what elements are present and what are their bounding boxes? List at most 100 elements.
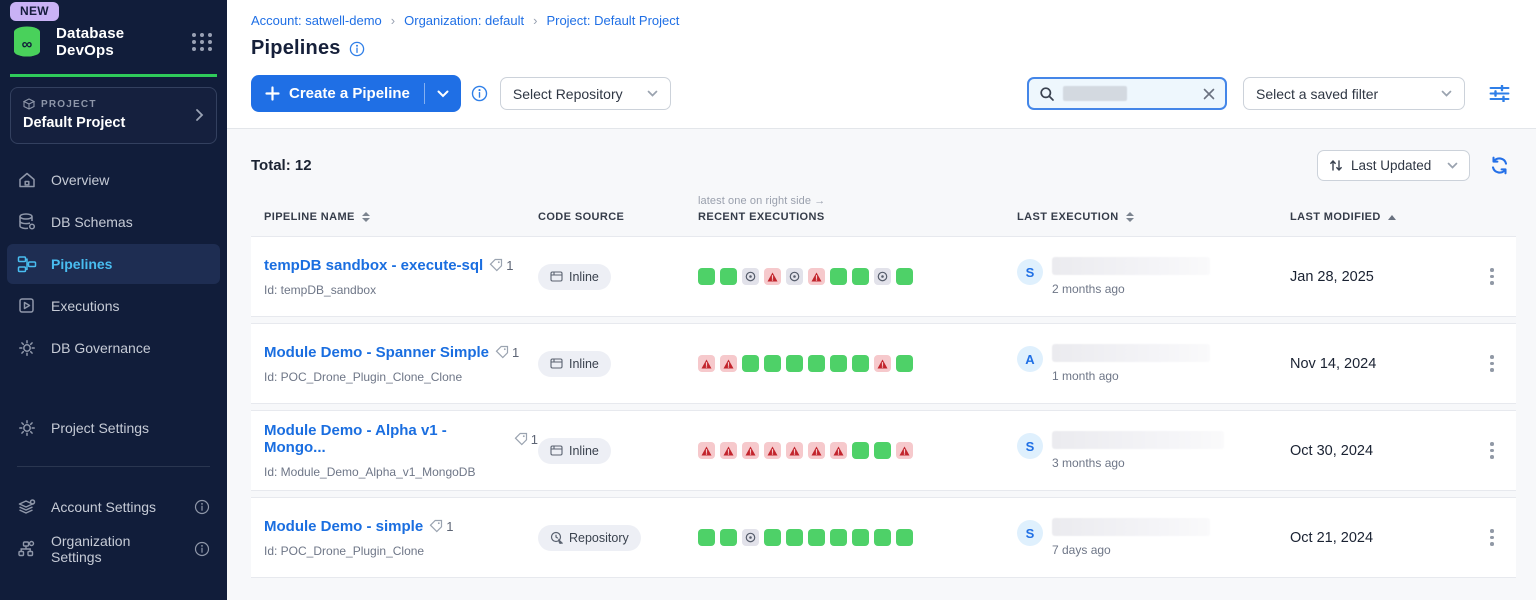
execution-status-success[interactable] bbox=[698, 529, 715, 546]
execution-status-failed[interactable] bbox=[764, 268, 781, 285]
execution-status-success[interactable] bbox=[830, 529, 847, 546]
execution-status-success[interactable] bbox=[764, 529, 781, 546]
execution-status-failed[interactable] bbox=[830, 442, 847, 459]
avatar[interactable]: S bbox=[1017, 433, 1043, 459]
execution-status-skipped[interactable] bbox=[742, 529, 759, 546]
tag-count[interactable]: 1 bbox=[429, 519, 453, 534]
pipeline-id: Id: POC_Drone_Plugin_Clone_Clone bbox=[264, 369, 463, 384]
apps-grid-icon[interactable] bbox=[192, 33, 213, 51]
column-last-modified[interactable]: LAST MODIFIED bbox=[1290, 195, 1468, 223]
execution-status-failed[interactable] bbox=[808, 268, 825, 285]
execution-status-failed[interactable] bbox=[896, 442, 913, 459]
execution-status-success[interactable] bbox=[874, 529, 891, 546]
saved-filter-dropdown[interactable]: Select a saved filter bbox=[1243, 77, 1465, 110]
sidebar-item-db-schemas[interactable]: DB Schemas bbox=[7, 202, 220, 242]
table-row: Module Demo - Spanner Simple 1 Id: POC_D… bbox=[251, 323, 1516, 404]
button-divider bbox=[423, 83, 425, 104]
execution-status-success[interactable] bbox=[786, 355, 803, 372]
last-execution-time: 7 days ago bbox=[1052, 543, 1111, 557]
info-icon[interactable] bbox=[471, 85, 488, 102]
circle-dot-icon bbox=[789, 271, 800, 282]
cube-icon bbox=[23, 98, 35, 110]
execution-status-failed[interactable] bbox=[764, 442, 781, 459]
execution-status-success[interactable] bbox=[852, 529, 869, 546]
execution-status-skipped[interactable] bbox=[874, 268, 891, 285]
row-menu-kebab-icon[interactable] bbox=[1486, 264, 1498, 289]
search-input[interactable] bbox=[1027, 77, 1227, 110]
avatar[interactable]: A bbox=[1017, 346, 1043, 372]
execution-status-failed[interactable] bbox=[742, 442, 759, 459]
project-selector[interactable]: PROJECT Default Project bbox=[10, 87, 217, 144]
avatar[interactable]: S bbox=[1017, 520, 1043, 546]
execution-status-failed[interactable] bbox=[808, 442, 825, 459]
execution-status-success[interactable] bbox=[830, 355, 847, 372]
tag-icon bbox=[514, 432, 527, 446]
sidebar-item-project-settings[interactable]: Project Settings bbox=[7, 408, 220, 448]
clear-search-icon[interactable] bbox=[1203, 88, 1215, 100]
row-menu-kebab-icon[interactable] bbox=[1486, 525, 1498, 550]
execution-status-failed[interactable] bbox=[698, 442, 715, 459]
execution-status-success[interactable] bbox=[742, 355, 759, 372]
breadcrumb-account-link[interactable]: Account: satwell-demo bbox=[251, 13, 382, 28]
sidebar-item-account-settings[interactable]: Account Settings bbox=[7, 487, 220, 527]
pipeline-name-link[interactable]: Module Demo - simple bbox=[264, 517, 424, 535]
info-icon[interactable] bbox=[194, 541, 210, 557]
pipeline-name-link[interactable]: Module Demo - Spanner Simple bbox=[264, 343, 490, 361]
execution-status-skipped[interactable] bbox=[742, 268, 759, 285]
row-menu-kebab-icon[interactable] bbox=[1486, 438, 1498, 463]
execution-status-success[interactable] bbox=[830, 268, 847, 285]
tag-count[interactable]: 1 bbox=[489, 258, 513, 273]
execution-status-success[interactable] bbox=[896, 355, 913, 372]
execution-status-success[interactable] bbox=[896, 268, 913, 285]
execution-status-success[interactable] bbox=[764, 355, 781, 372]
sidebar-item-overview[interactable]: Overview bbox=[7, 160, 220, 200]
filter-settings-icon[interactable] bbox=[1489, 85, 1510, 102]
execution-status-success[interactable] bbox=[852, 355, 869, 372]
create-pipeline-button[interactable]: Create a Pipeline bbox=[251, 75, 461, 112]
column-last-execution[interactable]: LAST EXECUTION bbox=[1017, 195, 1290, 223]
last-execution-time: 2 months ago bbox=[1052, 282, 1125, 296]
inline-icon bbox=[550, 358, 563, 369]
sidebar-item-executions[interactable]: Executions bbox=[7, 286, 220, 326]
breadcrumb-project-link[interactable]: Project: Default Project bbox=[546, 13, 680, 28]
pipeline-name-link[interactable]: tempDB sandbox - execute-sql bbox=[264, 256, 484, 274]
execution-status-failed[interactable] bbox=[786, 442, 803, 459]
column-pipeline-name[interactable]: PIPELINE NAME bbox=[251, 195, 538, 223]
sidebar-item-db-governance[interactable]: DB Governance bbox=[7, 328, 220, 368]
tag-count[interactable]: 1 bbox=[495, 345, 519, 360]
execution-status-failed[interactable] bbox=[720, 442, 737, 459]
pipeline-name-link[interactable]: Module Demo - Alpha v1 - Mongo... bbox=[264, 422, 447, 456]
refresh-icon[interactable] bbox=[1489, 155, 1510, 176]
pipeline-id: Id: tempDB_sandbox bbox=[264, 282, 377, 297]
recent-executions bbox=[698, 529, 1017, 546]
last-modified-date: Nov 14, 2024 bbox=[1290, 355, 1377, 372]
execution-status-success[interactable] bbox=[720, 268, 737, 285]
info-icon[interactable] bbox=[194, 499, 210, 515]
tag-count[interactable]: 1 bbox=[514, 432, 538, 447]
row-menu-kebab-icon[interactable] bbox=[1486, 351, 1498, 376]
create-pipeline-dropdown[interactable] bbox=[425, 90, 461, 98]
execution-status-failed[interactable] bbox=[698, 355, 715, 372]
execution-status-success[interactable] bbox=[874, 442, 891, 459]
execution-status-success[interactable] bbox=[808, 355, 825, 372]
execution-status-success[interactable] bbox=[698, 268, 715, 285]
execution-status-success[interactable] bbox=[720, 529, 737, 546]
pipeline-id: Id: POC_Drone_Plugin_Clone bbox=[264, 543, 425, 558]
sort-dropdown[interactable]: Last Updated bbox=[1317, 149, 1470, 181]
execution-status-skipped[interactable] bbox=[786, 268, 803, 285]
execution-status-failed[interactable] bbox=[874, 355, 891, 372]
execution-status-success[interactable] bbox=[896, 529, 913, 546]
execution-status-success[interactable] bbox=[852, 442, 869, 459]
sidebar-item-pipelines[interactable]: Pipelines bbox=[7, 244, 220, 284]
execution-status-success[interactable] bbox=[808, 529, 825, 546]
execution-status-success[interactable] bbox=[852, 268, 869, 285]
select-repository-dropdown[interactable]: Select Repository bbox=[499, 77, 671, 110]
avatar[interactable]: S bbox=[1017, 259, 1043, 285]
execution-status-failed[interactable] bbox=[720, 355, 737, 372]
info-icon[interactable] bbox=[349, 41, 365, 57]
execution-status-success[interactable] bbox=[786, 529, 803, 546]
last-modified-date: Oct 30, 2024 bbox=[1290, 442, 1374, 459]
breadcrumb-organization-link[interactable]: Organization: default bbox=[404, 13, 525, 28]
nav-spacer bbox=[7, 370, 220, 408]
sidebar-item-organization-settings[interactable]: Organization Settings bbox=[7, 529, 220, 569]
